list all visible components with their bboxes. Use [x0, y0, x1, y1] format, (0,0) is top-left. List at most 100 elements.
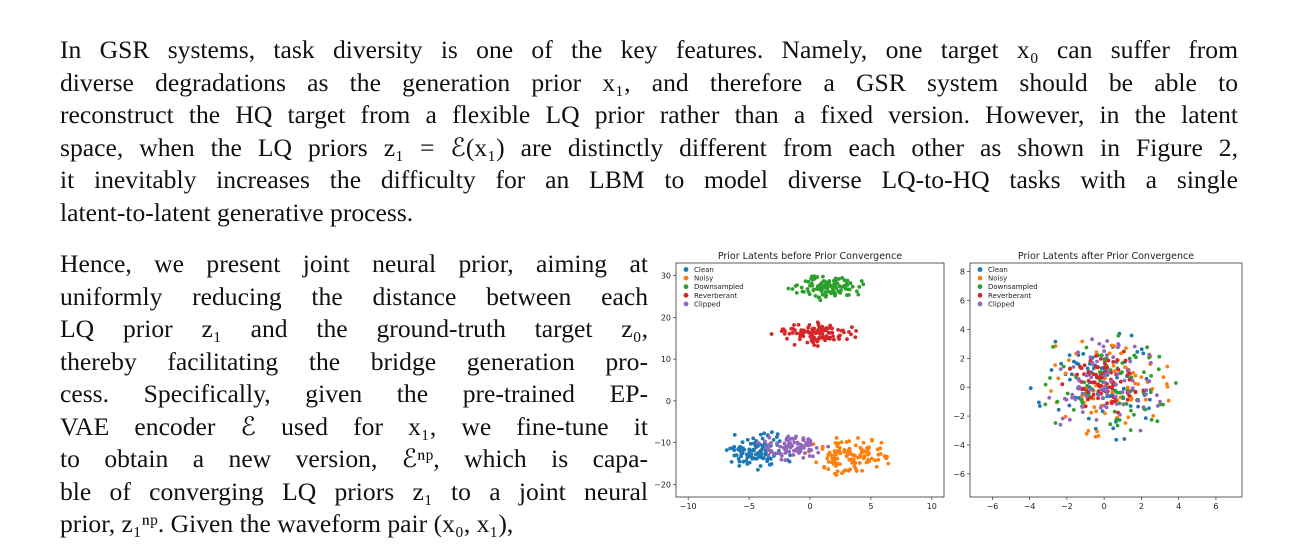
scatter-point-clean — [1085, 366, 1090, 371]
legend-marker-noisy — [683, 275, 689, 281]
scatter-point-reverberant — [1110, 385, 1114, 390]
scatter-point-downsampled — [815, 287, 820, 292]
scatter-point-noisy — [1056, 376, 1061, 381]
scatter-point-noisy — [865, 446, 869, 450]
scatter-point-clean — [1067, 353, 1072, 357]
scatter-point-reverberant — [830, 326, 834, 331]
scatter-point-clipped — [1071, 365, 1076, 369]
scatter-point-noisy — [849, 457, 854, 462]
scatter-point-clipped — [772, 452, 776, 456]
scatter-point-noisy — [832, 462, 836, 467]
scatter-point-clipped — [775, 441, 780, 446]
scatter-point-noisy — [873, 458, 877, 463]
scatter-point-clean — [1121, 386, 1126, 391]
scatter-point-clipped — [1076, 376, 1081, 381]
paragraph-2-line: thereby facilitating the bridge generati… — [60, 346, 648, 376]
scatter-point-reverberant — [769, 332, 774, 336]
scatter-point-clipped — [1111, 355, 1116, 360]
figure-2: Prior Latents before Prior Convergence −1… — [654, 251, 1243, 511]
scatter-point-clipped — [1149, 360, 1153, 365]
scatter-point-downsampled — [1113, 388, 1118, 393]
scatter-point-clean — [758, 464, 763, 468]
scatter-point-clipped — [766, 444, 771, 449]
y-tick-label: −6 — [953, 470, 965, 479]
scatter-point-noisy — [867, 459, 872, 464]
scatter-point-reverberant — [1083, 404, 1088, 409]
y-tick-label: 4 — [960, 325, 965, 334]
scatter-point-clipped — [1105, 353, 1109, 358]
scatter-point-reverberant — [1127, 377, 1132, 382]
chart-panel-1: Prior Latents before Prior Convergence −1… — [654, 251, 945, 511]
scatter-point-reverberant — [816, 323, 821, 327]
scatter-point-noisy — [835, 469, 840, 473]
scatter-point-clean — [775, 435, 779, 439]
legend-marker-clipped — [683, 301, 689, 307]
scatter-point-clean — [1038, 404, 1042, 408]
scatter-point-noisy — [1103, 411, 1107, 416]
scatter-point-clean — [1072, 359, 1076, 364]
scatter-point-clean — [788, 453, 792, 458]
scatter-point-clean — [732, 433, 737, 437]
scatter-point-clipped — [1138, 428, 1143, 433]
scatter-point-clean — [1053, 339, 1058, 344]
scatter-point-clean — [741, 459, 746, 464]
scatter-point-downsampled — [850, 284, 855, 289]
scatter-point-downsampled — [833, 293, 837, 298]
scatter-point-reverberant — [839, 328, 844, 333]
scatter-point-noisy — [1049, 389, 1053, 393]
x-tick-label: −5 — [743, 502, 755, 511]
scatter-point-noisy — [1143, 397, 1148, 402]
scatter-point-clean — [745, 437, 750, 442]
scatter-point-downsampled — [1043, 382, 1048, 387]
paragraph-1-line: it inevitably increases the difficulty f… — [60, 165, 1238, 194]
scatter-point-clipped — [790, 443, 794, 448]
scatter-point-noisy — [1086, 429, 1091, 433]
scatter-point-downsampled — [1157, 354, 1162, 359]
y-tick-label: −2 — [953, 412, 965, 421]
scatter-point-clean — [761, 443, 765, 448]
scatter-point-reverberant — [832, 337, 836, 342]
scatter-point-noisy — [844, 440, 849, 444]
scatter-point-noisy — [1151, 414, 1156, 418]
scatter-point-reverberant — [1068, 367, 1072, 371]
scatter-point-clipped — [779, 457, 784, 462]
scatter-point-clipped — [1144, 388, 1149, 393]
scatter-point-clipped — [794, 434, 798, 439]
scatter-point-clipped — [1095, 359, 1099, 364]
scatter-point-reverberant — [1096, 365, 1101, 370]
scatter-point-downsampled — [810, 283, 815, 288]
scatter-point-downsampled — [786, 286, 791, 291]
scatter-point-noisy — [1126, 415, 1131, 420]
scatter-point-downsampled — [831, 287, 835, 292]
scatter-point-clean — [775, 432, 780, 437]
scatter-point-clipped — [1102, 380, 1107, 385]
scatter-point-downsampled — [805, 287, 810, 291]
scatter-point-clean — [744, 452, 749, 457]
scatter-point-noisy — [1094, 350, 1099, 355]
scatter-point-clean — [745, 462, 750, 466]
y-tick-label: −20 — [654, 480, 671, 489]
scatter-point-reverberant — [845, 337, 849, 342]
paragraph-2: Hence, we present joint neural prior, ai… — [60, 248, 648, 541]
scatter-point-downsampled — [1079, 397, 1084, 402]
scatter-point-clipped — [1088, 355, 1093, 360]
scatter-point-clean — [762, 431, 766, 436]
scatter-point-downsampled — [815, 275, 820, 279]
legend-marker-reverberant — [977, 292, 983, 298]
scatter-point-clipped — [1126, 368, 1131, 372]
scatter-point-clipped — [826, 444, 830, 449]
scatter-point-noisy — [826, 452, 831, 457]
scatter-point-reverberant — [794, 331, 799, 336]
scatter-point-reverberant — [1105, 401, 1109, 406]
scatter-point-clean — [724, 448, 729, 452]
scatter-point-downsampled — [1142, 370, 1146, 374]
scatter-point-noisy — [834, 436, 839, 440]
scatter-point-downsampled — [1115, 423, 1120, 428]
scatter-point-reverberant — [796, 322, 801, 327]
scatter-point-reverberant — [831, 334, 835, 338]
scatter-point-clipped — [1084, 373, 1088, 378]
scatter-point-downsampled — [1161, 402, 1165, 407]
scatter-point-reverberant — [820, 332, 825, 336]
scatter-point-noisy — [874, 464, 879, 469]
scatter-point-clipped — [809, 448, 814, 452]
